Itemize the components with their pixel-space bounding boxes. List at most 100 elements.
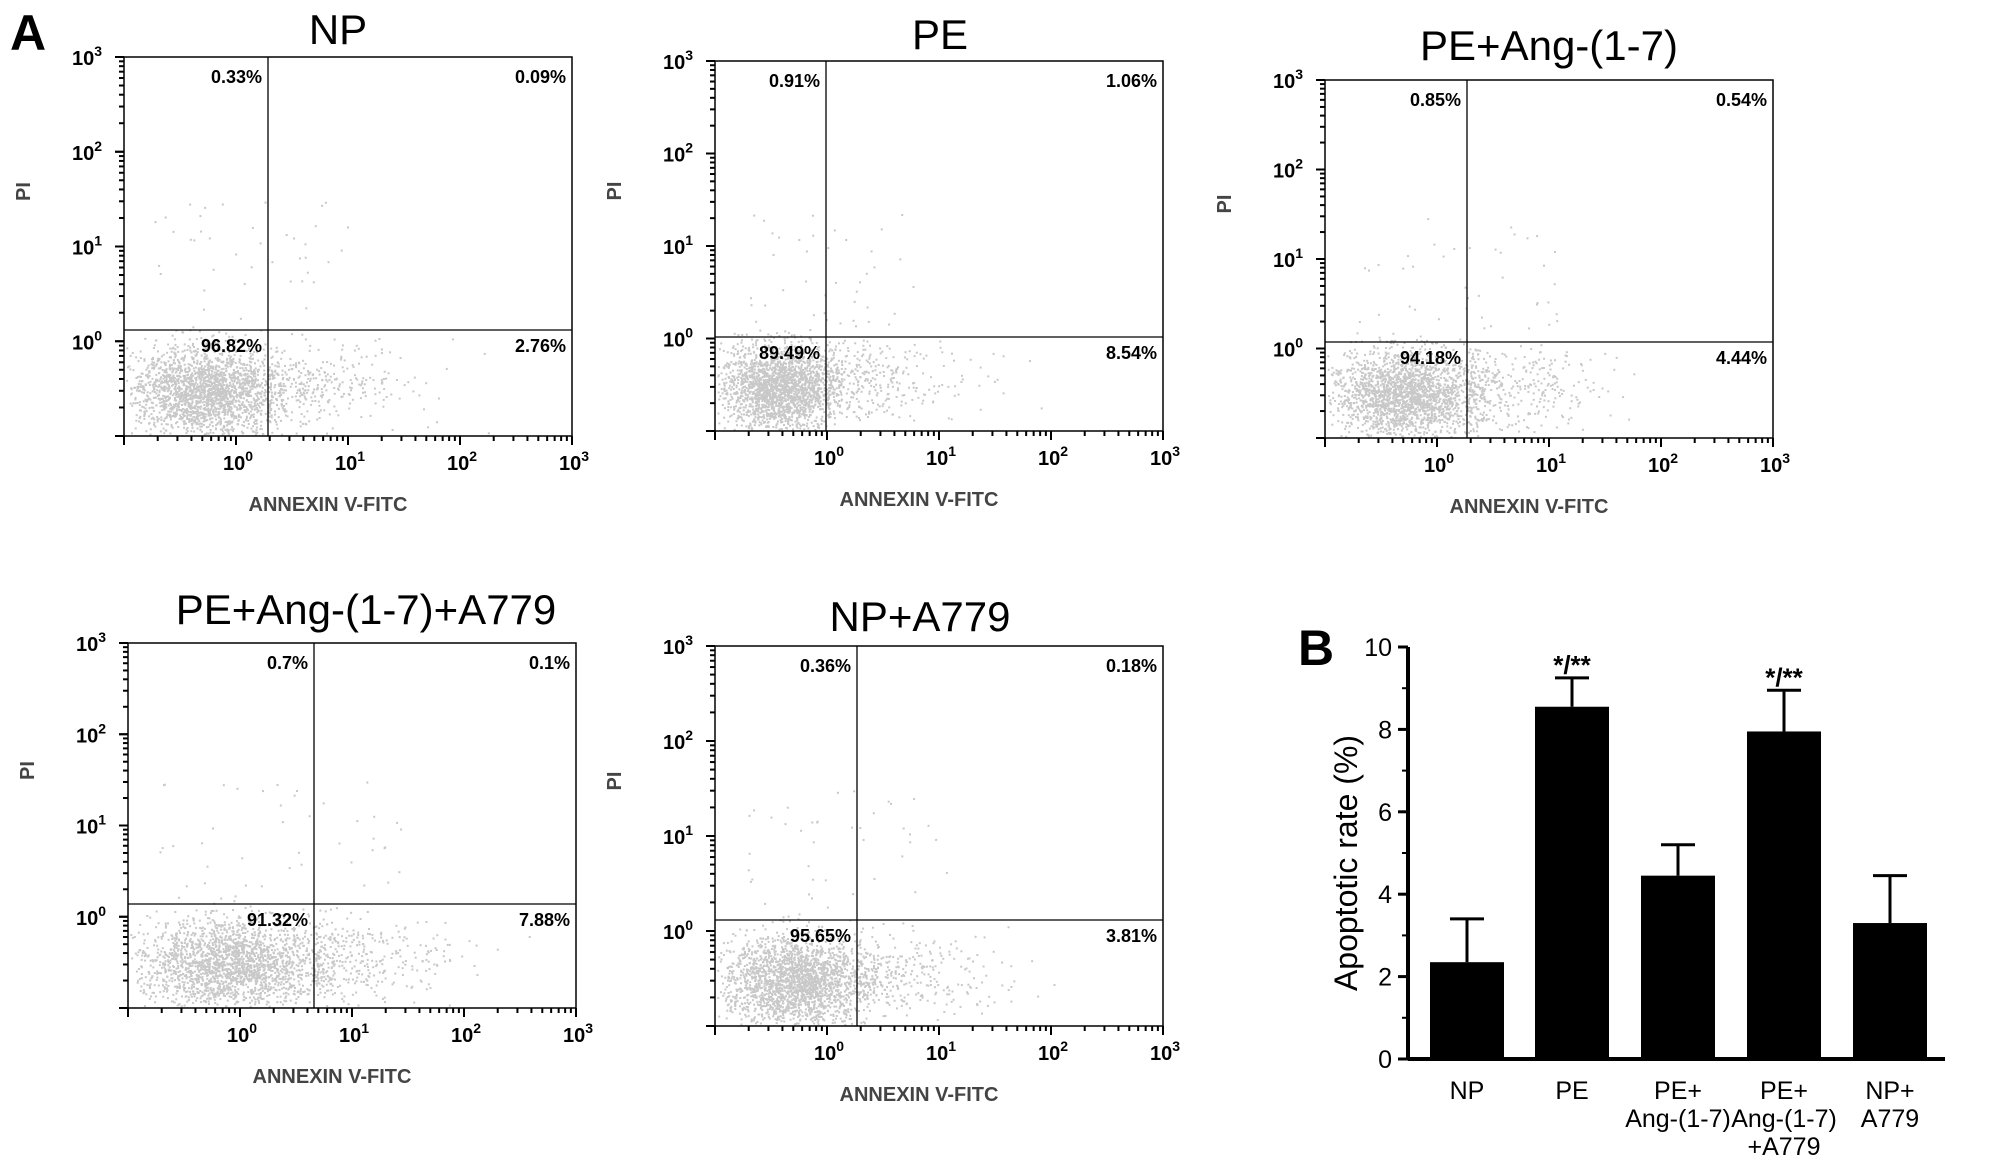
flow-dot (164, 397, 167, 400)
flow-dot (808, 378, 811, 381)
flow-dot (290, 382, 293, 385)
flow-dot (171, 367, 174, 370)
flow-dot (749, 370, 752, 373)
flow-dot (996, 378, 999, 381)
flow-dot (207, 414, 210, 417)
flow-dot (744, 378, 747, 381)
flow-dot (783, 374, 786, 377)
flow-dot (870, 379, 872, 382)
flow-dot (800, 392, 803, 395)
flow-dot (328, 378, 331, 381)
flow-dot (149, 398, 152, 401)
flow-dot (823, 389, 826, 392)
flow-dot (270, 402, 272, 405)
flow-dot (837, 342, 840, 345)
flow-dot (232, 428, 235, 430)
flow-dot (349, 402, 352, 405)
flow-dot (209, 395, 212, 398)
flow-dot (129, 402, 132, 405)
flow-dot (215, 388, 217, 391)
flow-dot (772, 359, 774, 362)
flow-dot (805, 280, 808, 283)
flow-dot (775, 392, 778, 395)
flow-dot (226, 365, 229, 368)
flow-dot (211, 335, 214, 338)
flow-dot (354, 374, 356, 377)
flow-dot (324, 201, 327, 204)
flow-dot (799, 427, 802, 430)
flow-dot (748, 346, 751, 349)
flow-dot (209, 393, 212, 396)
flow-dot (836, 402, 839, 405)
flow-dot (808, 337, 811, 340)
flow-dot (782, 376, 784, 378)
flow-dot (787, 389, 790, 392)
flow-dot (248, 412, 250, 415)
flow-dot (227, 433, 230, 436)
flow-dot (160, 382, 163, 385)
flow-dot (170, 423, 173, 426)
flow-dot (214, 368, 217, 371)
flow-dot (240, 430, 243, 433)
flow-dot (778, 335, 781, 337)
flow-dot (245, 380, 248, 383)
flow-dot (216, 369, 219, 372)
flow-dot (826, 398, 829, 401)
flow-dot (157, 360, 160, 363)
flow-dot (160, 361, 163, 364)
flow-dot (772, 386, 775, 389)
flow-dot (158, 380, 161, 383)
flow-dot (794, 382, 797, 385)
flow-dot (818, 379, 821, 382)
flow-dot (229, 360, 232, 363)
flow-dot (754, 402, 757, 405)
flow-dot (277, 407, 280, 410)
flow-dot (152, 406, 155, 409)
flow-dot (175, 422, 177, 425)
flow-dot (176, 359, 179, 361)
flow-dot (185, 389, 188, 392)
flow-dot (137, 386, 139, 389)
flow-dot (805, 378, 808, 381)
flow-dot (247, 401, 250, 403)
flow-dot (249, 367, 252, 370)
flow-dot (720, 342, 723, 345)
flow-dot (204, 390, 207, 393)
flow-dot (331, 427, 334, 430)
flow-dot (784, 388, 787, 391)
flow-dot (228, 406, 231, 409)
flow-dot (736, 410, 739, 413)
flow-dot (148, 384, 151, 386)
flow-dot (739, 369, 742, 372)
flow-dot (195, 354, 198, 357)
flow-dot (161, 388, 164, 391)
flow-dot (753, 371, 756, 374)
flow-dot (791, 400, 794, 402)
flow-dot (251, 385, 254, 388)
flow-dot (727, 365, 730, 368)
flow-dot (187, 392, 190, 395)
flow-dot (751, 399, 754, 402)
flow-dot (231, 335, 234, 338)
flow-dot (750, 361, 753, 364)
flow-dot (896, 389, 899, 392)
flow-dot (815, 364, 818, 367)
flow-dot (274, 391, 277, 394)
flow-dot (205, 399, 208, 402)
flow-dot (199, 371, 201, 374)
flow-dot (754, 416, 757, 419)
flow-dot (740, 369, 743, 372)
flow-dot (170, 410, 173, 413)
flow-dot (143, 389, 146, 392)
flow-dot (204, 373, 207, 376)
flow-dot (876, 392, 879, 395)
flow-dot (826, 357, 829, 360)
flow-dot (755, 355, 758, 358)
flow-dot (249, 357, 252, 360)
flow-dot (823, 387, 826, 390)
flow-dot (915, 365, 918, 368)
flow-dot (256, 391, 259, 394)
flow-dot (146, 391, 149, 394)
flow-dot (169, 418, 172, 421)
flow-dot (760, 371, 763, 373)
